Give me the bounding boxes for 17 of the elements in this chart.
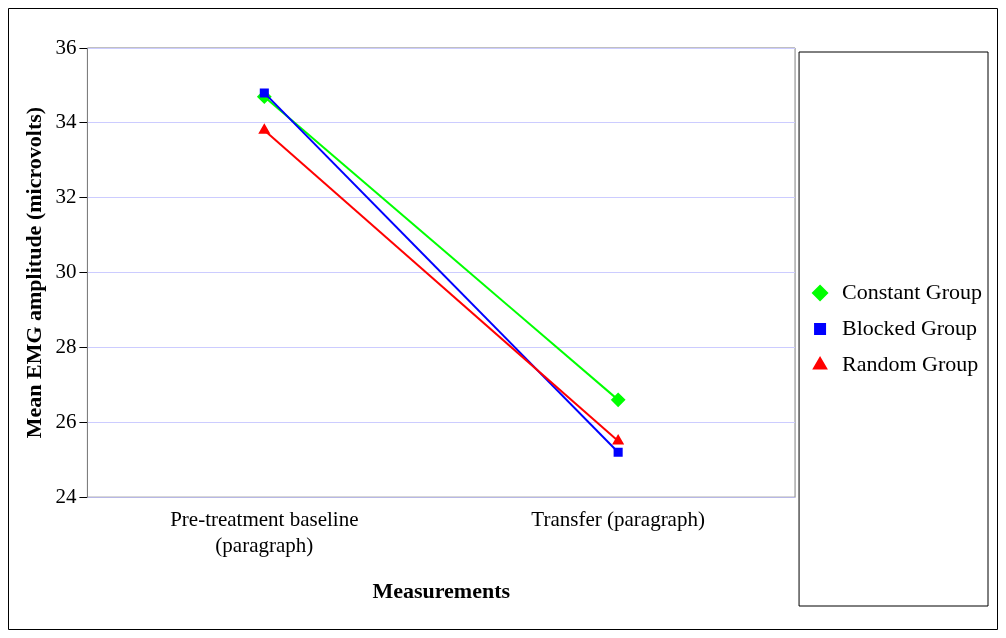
y-tick-label: 26 — [55, 408, 77, 433]
legend-label: Random Group — [842, 350, 979, 376]
x-tick-label: Transfer (paragraph) — [531, 507, 705, 532]
point — [611, 392, 626, 407]
x-axis-title: Measurements — [372, 578, 511, 604]
y-tick-label: 30 — [55, 259, 77, 284]
point — [259, 88, 269, 98]
y-axis-title: Mean EMG amplitude (microvolts) — [20, 106, 46, 439]
x-tick-label: Pre-treatment baseline (paragraph) — [170, 507, 359, 557]
point — [613, 447, 623, 457]
y-tick-label: 28 — [55, 333, 77, 358]
y-tick-label: 32 — [55, 184, 77, 209]
legend-label: Constant Group — [842, 278, 983, 304]
y-tick-label: 34 — [55, 109, 77, 134]
legend-label: Blocked Group — [842, 314, 978, 340]
y-tick-label: 36 — [55, 34, 77, 59]
y-tick-label: 24 — [55, 483, 77, 508]
